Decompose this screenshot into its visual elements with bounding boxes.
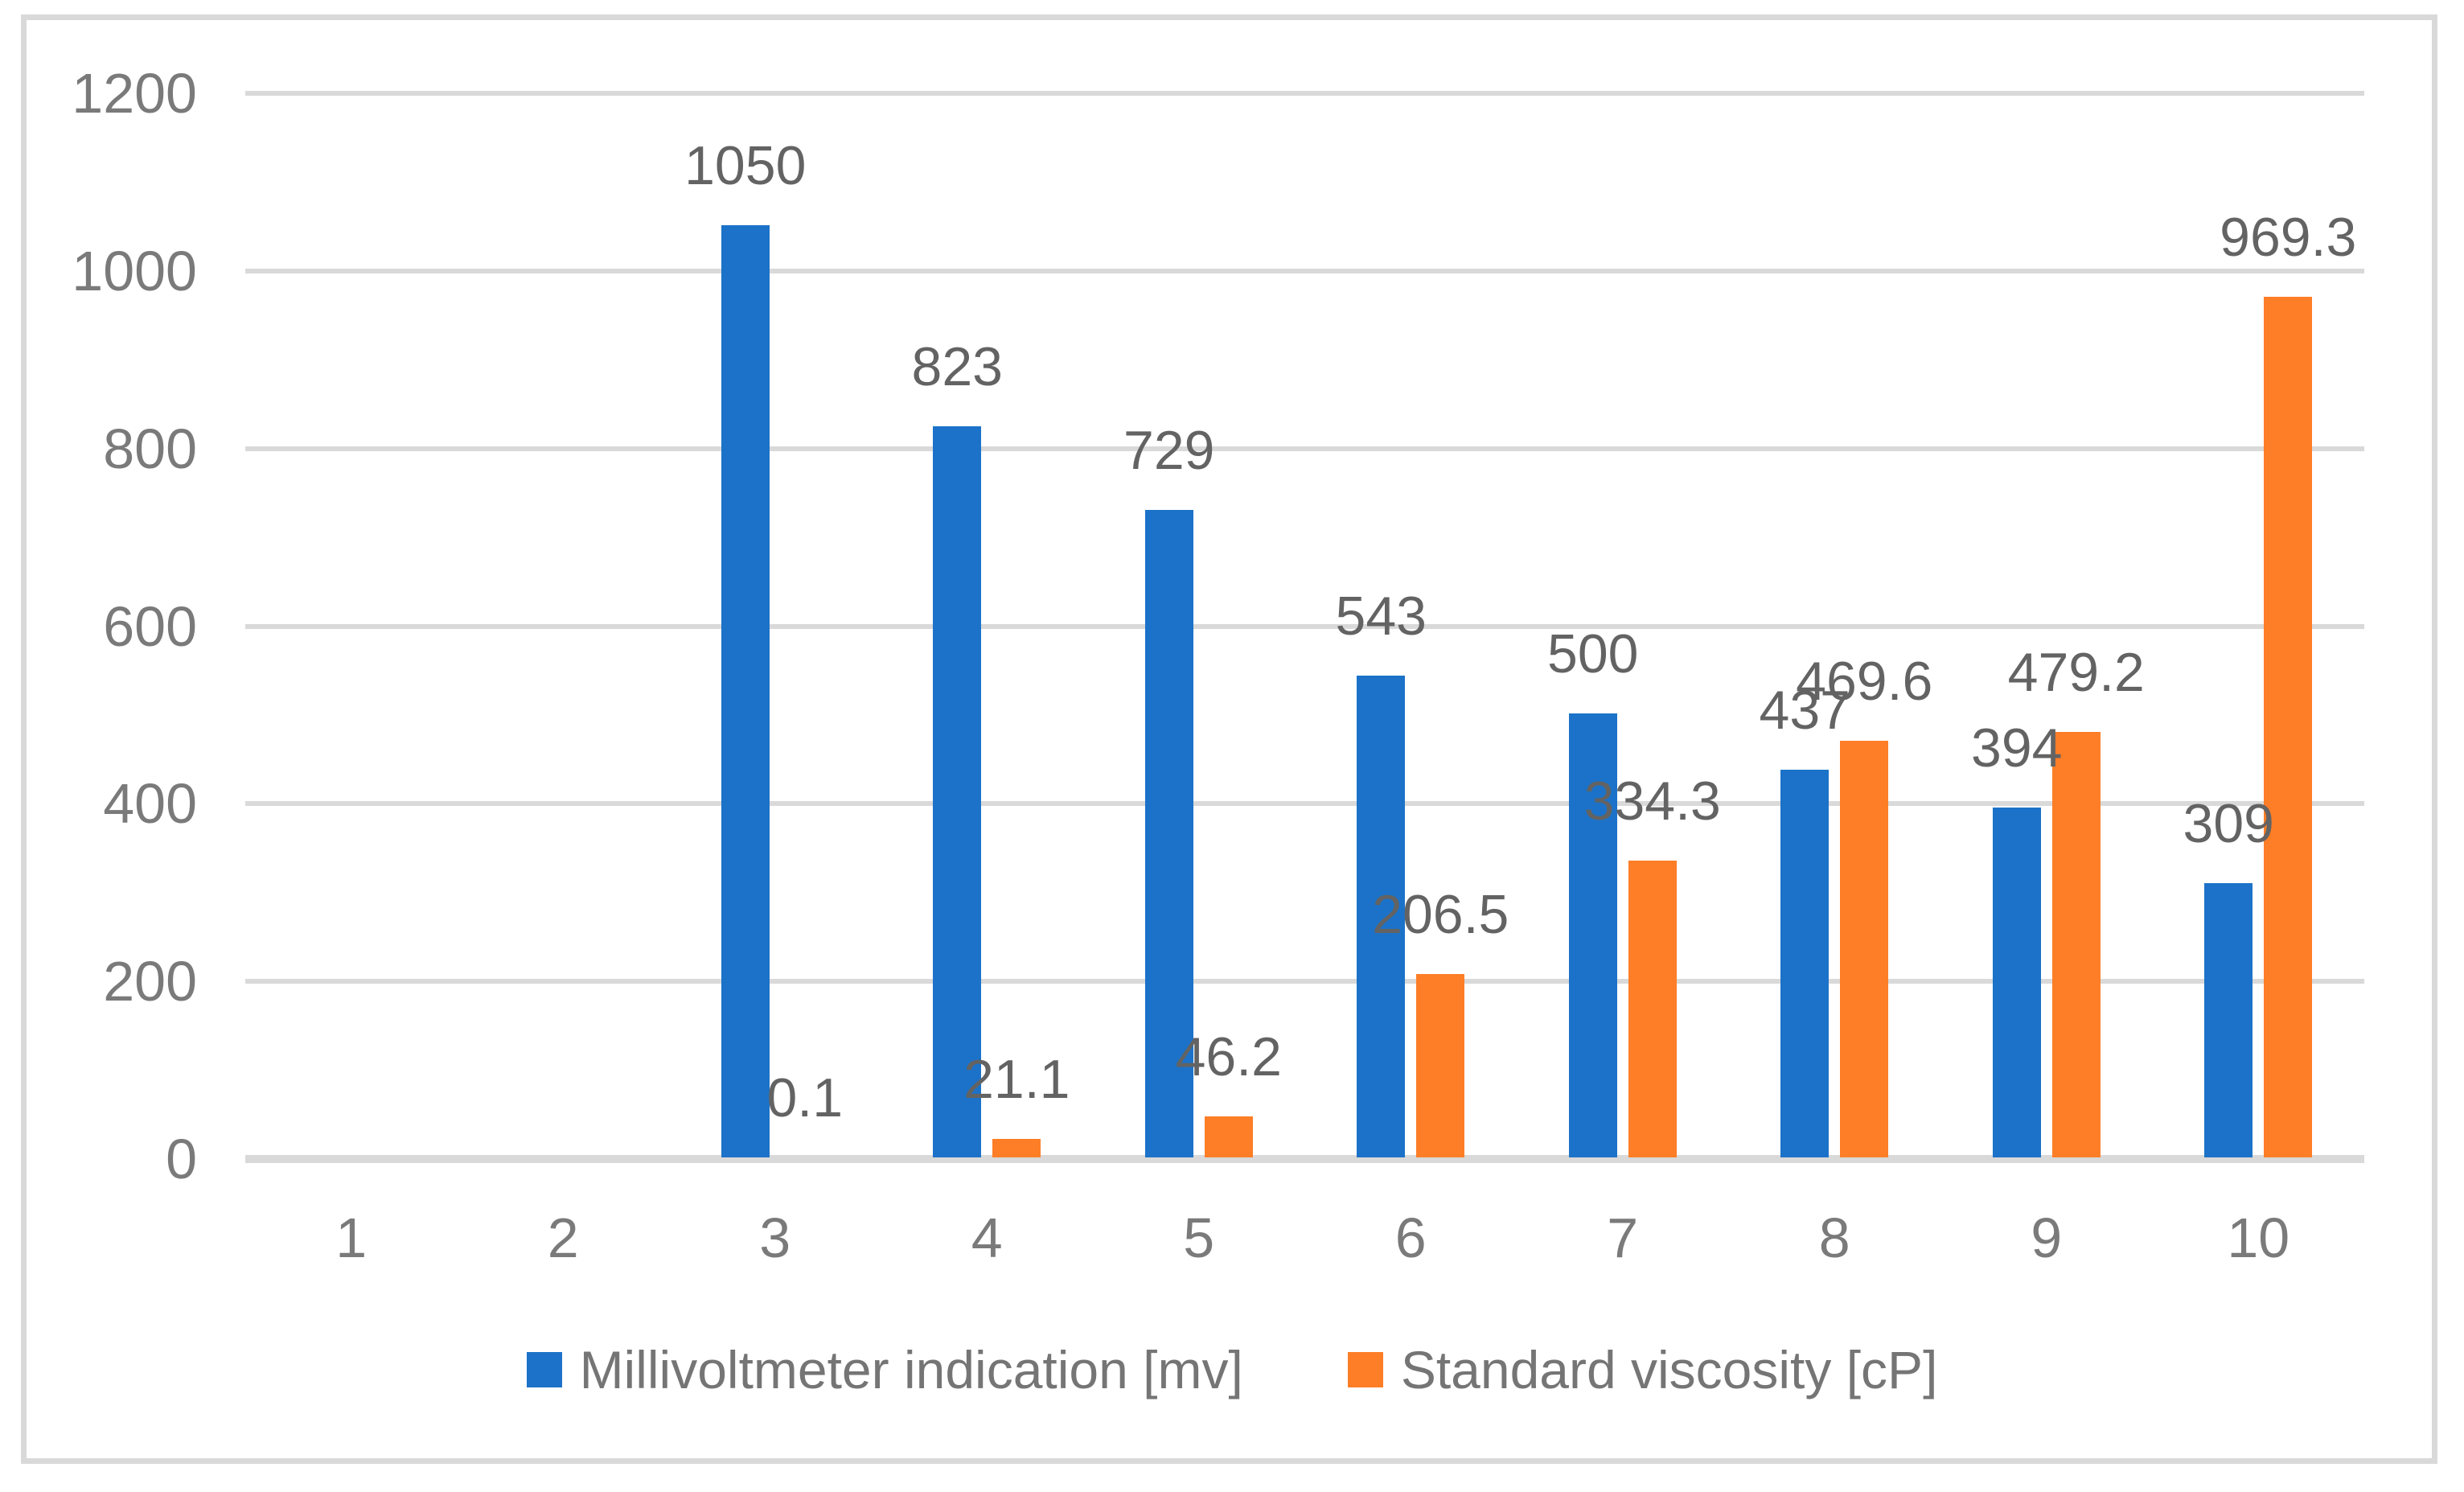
x-category-label-5: 5 [1183,1206,1215,1269]
legend-item-millivoltmeter: Millivoltmeter indication [mv] [526,1340,1243,1400]
legend-label-millivoltmeter: Millivoltmeter indication [mv] [579,1340,1243,1400]
x-category-label-7: 7 [1607,1206,1639,1269]
x-category-label-2: 2 [547,1206,579,1269]
bar-series0-cat4 [933,426,982,1157]
legend-item-viscosity: Standard viscosity [cP] [1347,1340,1938,1400]
x-category-label-8: 8 [1818,1206,1850,1269]
data-label-series1-cat8: 469.6 [1796,651,1933,712]
y-tick-label-1000: 1000 [72,240,197,302]
gridline-200 [245,979,2364,984]
data-label-series1-cat10: 969.3 [2220,207,2357,268]
data-label-series1-cat6: 206.5 [1372,884,1509,945]
data-label-series0-cat8: 437 [1759,680,1850,741]
x-category-label-3: 3 [759,1206,791,1269]
x-category-label-4: 4 [971,1206,1003,1269]
bar-series1-cat5 [1204,1116,1253,1157]
legend: Millivoltmeter indication [mv] Standard … [0,1342,2464,1398]
gridline-400 [245,801,2364,807]
y-tick-label-0: 0 [166,1128,197,1190]
data-label-series0-cat5: 729 [1123,420,1215,481]
gridline-1000 [245,269,2364,273]
data-label-series0-cat3: 1050 [684,135,807,196]
bar-series0-cat8 [1780,770,1830,1157]
bar-series1-cat4 [992,1139,1041,1157]
y-tick-label-800: 800 [103,417,197,480]
gridline-800 [245,446,2364,451]
y-tick-label-1200: 1200 [72,62,197,125]
bar-series0-cat5 [1144,510,1193,1157]
chart-frame-border [21,14,2437,1464]
x-category-label-6: 6 [1394,1206,1427,1269]
data-label-series1-cat4: 21.1 [963,1049,1070,1110]
legend-swatch-blue-icon [526,1352,562,1387]
data-label-series1-cat3: 0.1 [766,1067,844,1128]
bar-series0-cat3 [721,225,770,1157]
data-label-series1-cat5: 46.2 [1175,1026,1282,1087]
gridline-600 [245,623,2364,629]
data-label-series0-cat6: 543 [1335,586,1427,647]
x-category-label-1: 1 [335,1206,368,1269]
bar-series1-cat10 [2264,297,2313,1157]
bar-series1-cat8 [1840,741,1889,1157]
data-label-series1-cat7: 334.3 [1583,771,1721,832]
y-tick-label-400: 400 [103,772,197,836]
y-tick-label-600: 600 [103,594,197,658]
legend-swatch-orange-icon [1347,1352,1383,1387]
bar-series0-cat7 [1568,713,1617,1157]
legend-label-viscosity: Standard viscosity [cP] [1400,1340,1938,1400]
data-label-series0-cat7: 500 [1547,623,1639,684]
x-category-label-9: 9 [2031,1206,2063,1269]
bar-series1-cat6 [1416,974,1465,1157]
data-label-series0-cat10: 309 [2183,793,2274,854]
bar-series1-cat9 [2051,732,2101,1157]
bar-series0-cat10 [2204,883,2253,1157]
data-label-series1-cat9: 479.2 [2007,642,2145,703]
gridline-1200 [245,91,2364,97]
bar-series0-cat6 [1357,676,1406,1157]
x-axis-baseline [245,1155,2364,1163]
data-label-series0-cat9: 394 [1971,717,2063,779]
x-category-label-10: 10 [2227,1206,2290,1269]
bar-series0-cat9 [1992,808,2041,1157]
data-label-series0-cat4: 823 [911,336,1003,397]
bar-series1-cat7 [1628,861,1677,1157]
y-tick-label-200: 200 [103,950,197,1013]
